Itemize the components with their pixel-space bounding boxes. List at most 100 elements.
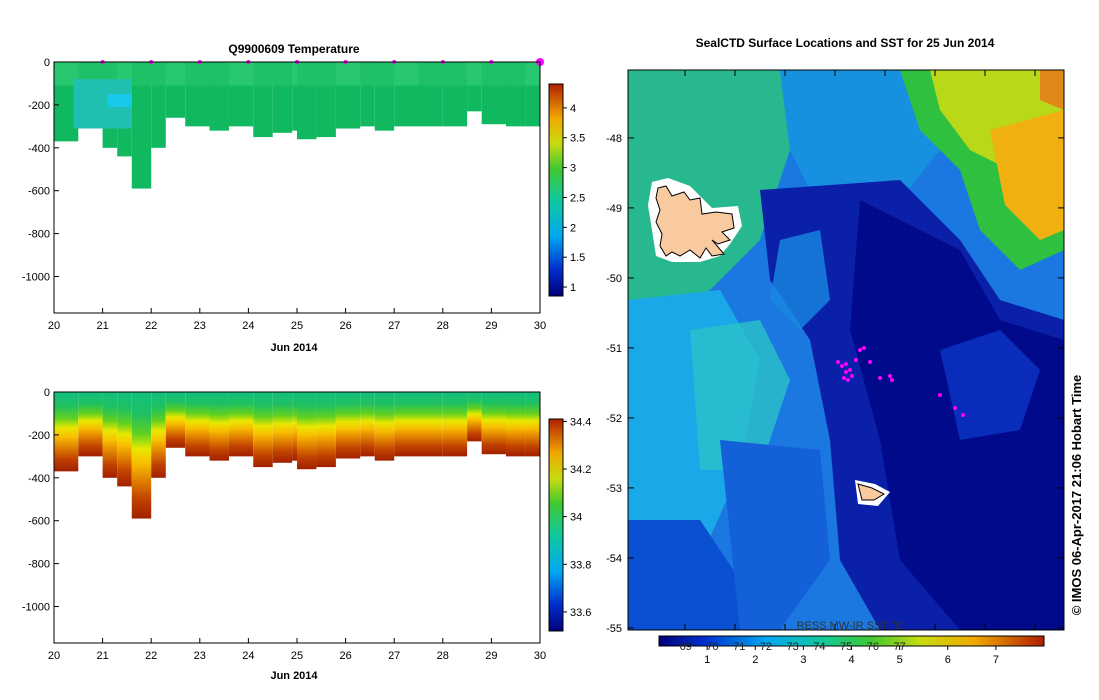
temperature-x-axis: 20 21 22 23 24 25 26 27 28 29 30 (48, 308, 546, 332)
salinity-cell (185, 392, 210, 457)
salinity-cell (335, 392, 361, 459)
sst-celsius-label: 6 (945, 654, 951, 666)
salinity-cell (151, 392, 166, 478)
x-tick-label: 26 (339, 650, 351, 662)
salinity-cell (253, 392, 273, 468)
temp-cell-surface (297, 62, 317, 86)
x-tick-label: 30 (534, 320, 546, 332)
temp-cell-surface (292, 62, 297, 86)
y-tick-label: -200 (28, 100, 50, 112)
temp-cell-surface (442, 62, 468, 86)
lat-tick-label: -52 (606, 413, 622, 425)
temp-cell-surface (228, 62, 254, 86)
sst-celsius-label: 5 (897, 654, 903, 666)
temperature-panel: Q9900609 Temperature 0 -200 -400 -600 -800 -1… (22, 42, 585, 354)
track-point (878, 376, 882, 380)
sst-fahrenheit-label: 69 (680, 641, 692, 653)
track-point (868, 360, 872, 364)
colorbar-tick-label: 3 (570, 163, 576, 175)
temp-cell-surface (151, 62, 166, 86)
salinity-cell (360, 392, 375, 457)
y-tick-label: -800 (28, 559, 50, 571)
x-tick-label: 23 (194, 650, 206, 662)
kerguelen-land (655, 185, 735, 259)
sst-colorbar-ticks: 1 2 3 4 5 6 7 69 70 71 72 73 74 75 76 77 (680, 641, 999, 666)
sst-fahrenheit-label: 71 (733, 641, 745, 653)
track-point (854, 358, 858, 362)
salinity-cell (228, 392, 254, 457)
temp-cell-deep (292, 62, 297, 131)
x-tick-label: 27 (388, 650, 400, 662)
salinity-cell (292, 392, 297, 461)
y-tick-label: 0 (44, 57, 50, 69)
x-tick-label: 22 (145, 320, 157, 332)
salinity-panel: 0-200-400-600-800-1000 20 21 22 23 24 25 26 27 2… (22, 387, 592, 682)
sst-celsius-label: 2 (752, 654, 758, 666)
sst-fahrenheit-label: 70 (706, 641, 718, 653)
sst-fahrenheit-label: 72 (760, 641, 772, 653)
colorbar-tick-label: 4 (570, 103, 576, 115)
x-tick-label: 26 (339, 320, 351, 332)
temp-cell-surface (316, 62, 336, 86)
temp-cell-surface (335, 62, 361, 86)
temp-cell-surface (374, 62, 395, 86)
x-tick-label: 20 (48, 650, 60, 662)
lat-tick-label: -51 (606, 343, 622, 355)
x-tick-label: 23 (194, 320, 206, 332)
sst-fahrenheit-label: 74 (813, 641, 825, 653)
lat-tick-label: -50 (606, 273, 622, 285)
salinity-cell (54, 392, 79, 472)
map-title: SealCTD Surface Locations and SST for 25… (696, 36, 995, 50)
y-tick-label: -600 (28, 186, 50, 198)
colorbar-tick-label: 34 (570, 512, 582, 524)
sst-colorbar-label: RESS MW-IR SST °C (797, 620, 904, 632)
track-point (961, 413, 965, 417)
salinity-x-label: Jun 2014 (270, 670, 318, 682)
track-point (938, 393, 942, 397)
temp-cell-surface (272, 62, 293, 86)
track-point (842, 376, 846, 380)
salinity-cell (394, 392, 419, 457)
x-tick-label: 30 (534, 650, 546, 662)
imos-credit-label: © IMOS 06-Apr-2017 21:06 Hobart Time (1069, 375, 1084, 616)
temp-cell-surface (394, 62, 419, 86)
track-point (862, 346, 866, 350)
colorbar-tick-label: 2.5 (570, 192, 585, 204)
salinity-colorbar (548, 418, 564, 632)
y-tick-label: -400 (28, 473, 50, 485)
x-tick-label: 29 (485, 320, 497, 332)
track-point (858, 348, 862, 352)
temp-cell-deep (131, 62, 152, 189)
x-tick-label: 24 (242, 320, 254, 332)
temp-cell-surface (481, 62, 506, 86)
x-tick-label: 28 (437, 320, 449, 332)
lat-tick-label: -49 (606, 203, 622, 215)
x-tick-label: 21 (96, 650, 108, 662)
salinity-cell (525, 392, 540, 457)
y-tick-label: -800 (28, 229, 50, 241)
colorbar-tick-label: 34.4 (570, 416, 591, 428)
temperature-title: Q9900609 Temperature (228, 42, 360, 56)
temp-cell-surface (185, 62, 210, 86)
x-tick-label: 28 (437, 650, 449, 662)
temperature-y-axis: 0 -200 -400 -600 -800 -1000 (22, 57, 59, 284)
salinity-cell (209, 392, 229, 461)
track-point (846, 378, 850, 382)
temp-cell-surface (505, 62, 526, 86)
lat-tick-label: -48 (606, 133, 622, 145)
lat-tick-label: -54 (606, 553, 622, 565)
sst-fahrenheit-label: 73 (787, 641, 799, 653)
colorbar-tick-label: 34.2 (570, 464, 591, 476)
track-point (953, 406, 957, 410)
heard-land (857, 483, 886, 501)
lat-tick-label: -53 (606, 483, 622, 495)
salinity-x-axis: 20 21 22 23 24 25 26 27 28 29 30 (48, 638, 546, 662)
salinity-cell (442, 392, 468, 457)
temp-cell-surface (209, 62, 229, 86)
sst-fahrenheit-label: 75 (840, 641, 852, 653)
colorbar-tick-label: 1.5 (570, 252, 585, 264)
colorbar-tick-label: 3.5 (570, 133, 585, 145)
map-latitude-axis: -48 -49 -50 -51 -52 -53 -54 -55 (606, 70, 1064, 635)
temp-cell-surface (165, 62, 186, 86)
